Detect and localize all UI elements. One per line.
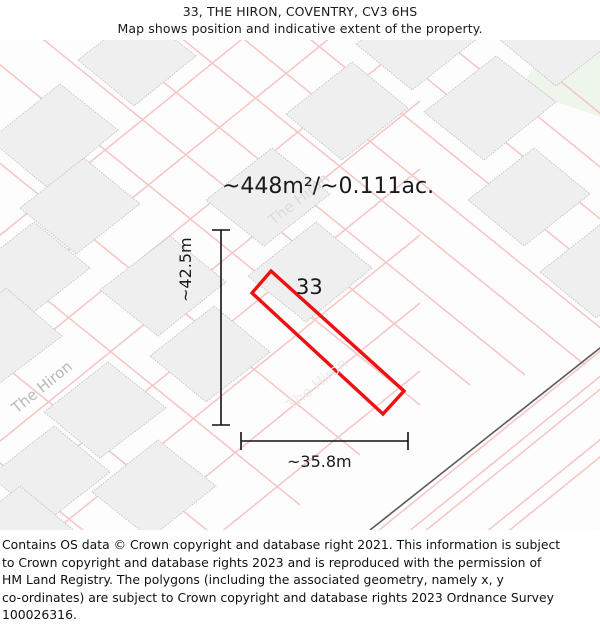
dimension-horizontal-line xyxy=(240,432,409,450)
map-canvas[interactable]: The Hiron The Hiron The Hiron ~448m²/~0.… xyxy=(0,40,600,530)
building-footprints xyxy=(0,40,600,530)
copyright-line-3: HM Land Registry. The polygons (includin… xyxy=(2,572,504,588)
map-header: 33, THE HIRON, COVENTRY, CV3 6HS Map sho… xyxy=(0,0,600,40)
copyright-line-1: Contains OS data © Crown copyright and d… xyxy=(2,537,561,552)
copyright-line-4: co-ordinates) are subject to Crown copyr… xyxy=(2,589,554,605)
page-title: 33, THE HIRON, COVENTRY, CV3 6HS xyxy=(182,4,418,19)
area-measurement-label: ~448m²/~0.111ac. xyxy=(222,174,435,199)
map-vector-layer xyxy=(0,40,600,530)
page-subtitle: Map shows position and indicative extent… xyxy=(117,21,483,36)
property-boundary-polygon[interactable] xyxy=(249,268,407,417)
dimension-vertical-line xyxy=(212,229,230,426)
copyright-line-5: 100026316. xyxy=(2,607,77,623)
dimension-horizontal-label: ~35.8m xyxy=(287,452,352,471)
road-line xyxy=(369,346,600,530)
dimension-vertical-label: ~42.5m xyxy=(176,237,195,302)
plot-number-label: 33 xyxy=(296,275,323,299)
copyright-notice: Contains OS data © Crown copyright and d… xyxy=(0,533,600,625)
copyright-line-2: to Crown copyright and database rights 2… xyxy=(2,554,542,570)
